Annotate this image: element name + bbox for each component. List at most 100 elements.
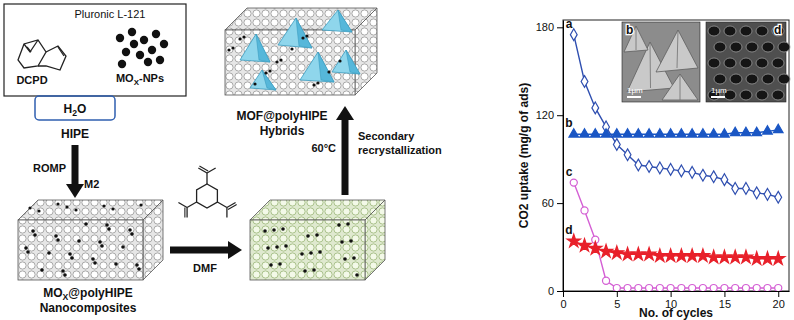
crystal-side: [338, 10, 352, 32]
label-text: recrystallization: [358, 144, 442, 156]
series-marker: [590, 129, 600, 137]
nanoparticle: [54, 234, 58, 238]
series-marker: [634, 129, 644, 137]
inset-pore: [762, 42, 774, 52]
block-side: [365, 200, 385, 280]
series-marker: [667, 285, 674, 291]
series-marker: [623, 129, 633, 137]
series-label: c: [566, 165, 573, 179]
nanoparticles: [116, 28, 168, 68]
nanoparticle: [312, 268, 316, 272]
x-tick-mark: [778, 291, 779, 297]
nanoparticle: [102, 204, 105, 207]
water-box: [35, 96, 115, 120]
nanoparticle: [156, 56, 164, 64]
label-text: Pluronic L-121: [75, 8, 146, 20]
inset-pore: [746, 74, 758, 84]
block-top: [250, 200, 385, 220]
inset-pore: [772, 58, 784, 68]
nanoparticle: [279, 58, 282, 61]
nanoparticle: [24, 246, 28, 250]
nanoparticle: [121, 245, 125, 249]
label-text: DMF: [193, 262, 217, 274]
nanoparticle: [116, 34, 124, 42]
series-marker: [775, 285, 782, 291]
series-marker: [666, 129, 676, 137]
inset-pore: [778, 42, 790, 52]
nanoparticle: [128, 28, 136, 36]
x-tick: 0: [560, 291, 566, 310]
nanoparticle: [349, 239, 353, 243]
bond: [228, 204, 237, 209]
nanoparticle: [128, 228, 132, 232]
nanoparticle: [84, 222, 88, 226]
nanoparticle: [148, 46, 156, 54]
trimesic-acid: [178, 166, 236, 217]
inset-pore: [708, 58, 720, 68]
diagram-label: DMF: [193, 262, 217, 274]
label-text: Hybrids: [260, 124, 305, 138]
inset-crystal-edge: [677, 30, 678, 68]
x-tick-mark: [724, 291, 725, 297]
crystal-face: [278, 18, 312, 48]
series-marker: [656, 162, 663, 174]
inset-pore: [730, 42, 742, 52]
series-marker: [773, 124, 783, 132]
y-tick: 0: [548, 285, 563, 297]
diagram-label: MOX-NPs: [116, 72, 164, 87]
nanoparticle: [300, 252, 304, 256]
series-marker: [750, 252, 763, 265]
series-marker: [655, 129, 665, 137]
nanoparticle: [111, 207, 114, 210]
y-tick-mark: [557, 291, 563, 292]
bond: [178, 203, 187, 208]
series-marker: [764, 188, 771, 200]
mof-crystal: [240, 34, 270, 62]
x-axis-line: [564, 291, 790, 292]
block-nanocomposite: [18, 200, 163, 280]
crystal-face: [322, 10, 352, 32]
nanoparticle: [301, 36, 304, 39]
nanoparticle: [305, 34, 308, 37]
nanoparticle: [100, 244, 104, 248]
mof-crystal: [332, 50, 360, 74]
series-marker: [644, 129, 654, 137]
series-marker: [570, 179, 577, 186]
arrow-dmf: [170, 241, 242, 259]
series-marker: [764, 285, 771, 291]
label-text-after: O: [77, 102, 86, 116]
series-marker: [729, 250, 742, 263]
y-tick-mark: [557, 27, 563, 28]
nanoparticle: [91, 257, 95, 261]
inset-label: d: [774, 23, 781, 37]
y-tick-label: 120: [536, 109, 554, 121]
ingredients-box: [4, 4, 186, 96]
nanoparticle: [28, 206, 31, 209]
series-marker: [730, 127, 740, 135]
inset-crystal: [662, 74, 698, 100]
series-marker: [656, 285, 663, 291]
bond: [187, 202, 197, 208]
nanoparticle: [352, 256, 356, 260]
series-marker: [664, 249, 677, 262]
nanoparticle: [318, 250, 322, 254]
crystal-side: [346, 50, 360, 74]
inset-label: b: [626, 23, 633, 37]
nanoparticle: [316, 81, 319, 84]
series-labels: abcd: [565, 17, 572, 238]
nanoparticle: [355, 273, 359, 277]
nanoparticle: [343, 257, 347, 261]
diagram-label: 60°C: [311, 142, 336, 154]
nanoparticle: [284, 244, 288, 248]
nanoparticle: [268, 69, 271, 72]
series-marker: [677, 129, 687, 137]
label-text: DCPD: [16, 74, 47, 86]
inset-pore: [756, 90, 768, 100]
series-marker: [624, 285, 631, 291]
scale-bar-label: 1μm: [627, 86, 643, 95]
label-text: MO: [43, 286, 62, 300]
nanoparticle: [140, 36, 148, 44]
arrow-romp: [66, 145, 84, 198]
nanoparticle: [70, 256, 74, 260]
inset-image: [706, 22, 786, 102]
